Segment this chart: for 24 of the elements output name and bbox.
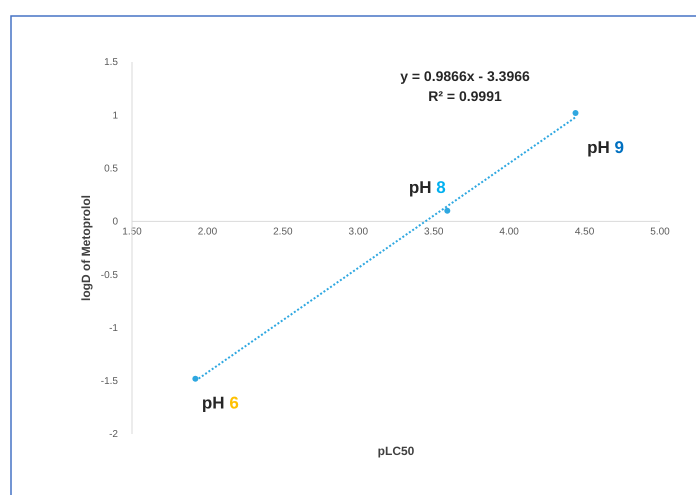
- y-tick-label: -0.5: [100, 270, 118, 281]
- annotation: pH 9: [587, 138, 624, 158]
- y-tick-label: -2: [109, 429, 118, 440]
- annotation: R² = 0.9991: [428, 88, 502, 104]
- point: [444, 208, 450, 214]
- x-tick-label: 4.00: [499, 226, 520, 238]
- x-tick-label: 3.00: [348, 226, 368, 238]
- y-tick-label: 1.5: [104, 57, 118, 68]
- x-tick-label: 4.50: [574, 226, 595, 238]
- y-tick-label: -1: [109, 322, 118, 334]
- y-tick-label: 0.5: [104, 163, 118, 174]
- annotation: pH 8: [408, 178, 446, 197]
- x-tick-label: 5.00: [650, 226, 670, 238]
- y-axis-title: logD of Metoprolol: [79, 195, 93, 301]
- annotation: y = 0.9866x - 3.3966: [400, 68, 530, 84]
- annotation: pH 6: [202, 394, 239, 413]
- y-tick-label: 0: [112, 216, 118, 228]
- x-tick-label: 2.50: [273, 226, 294, 238]
- x-tick-label: 2.00: [198, 226, 218, 238]
- y-tick-label: -1.5: [100, 376, 118, 388]
- y-tick-label: 1: [112, 110, 118, 122]
- point: [572, 110, 579, 116]
- x-axis-title: pLC50: [378, 444, 415, 458]
- x-tick-label: 3.50: [424, 226, 444, 238]
